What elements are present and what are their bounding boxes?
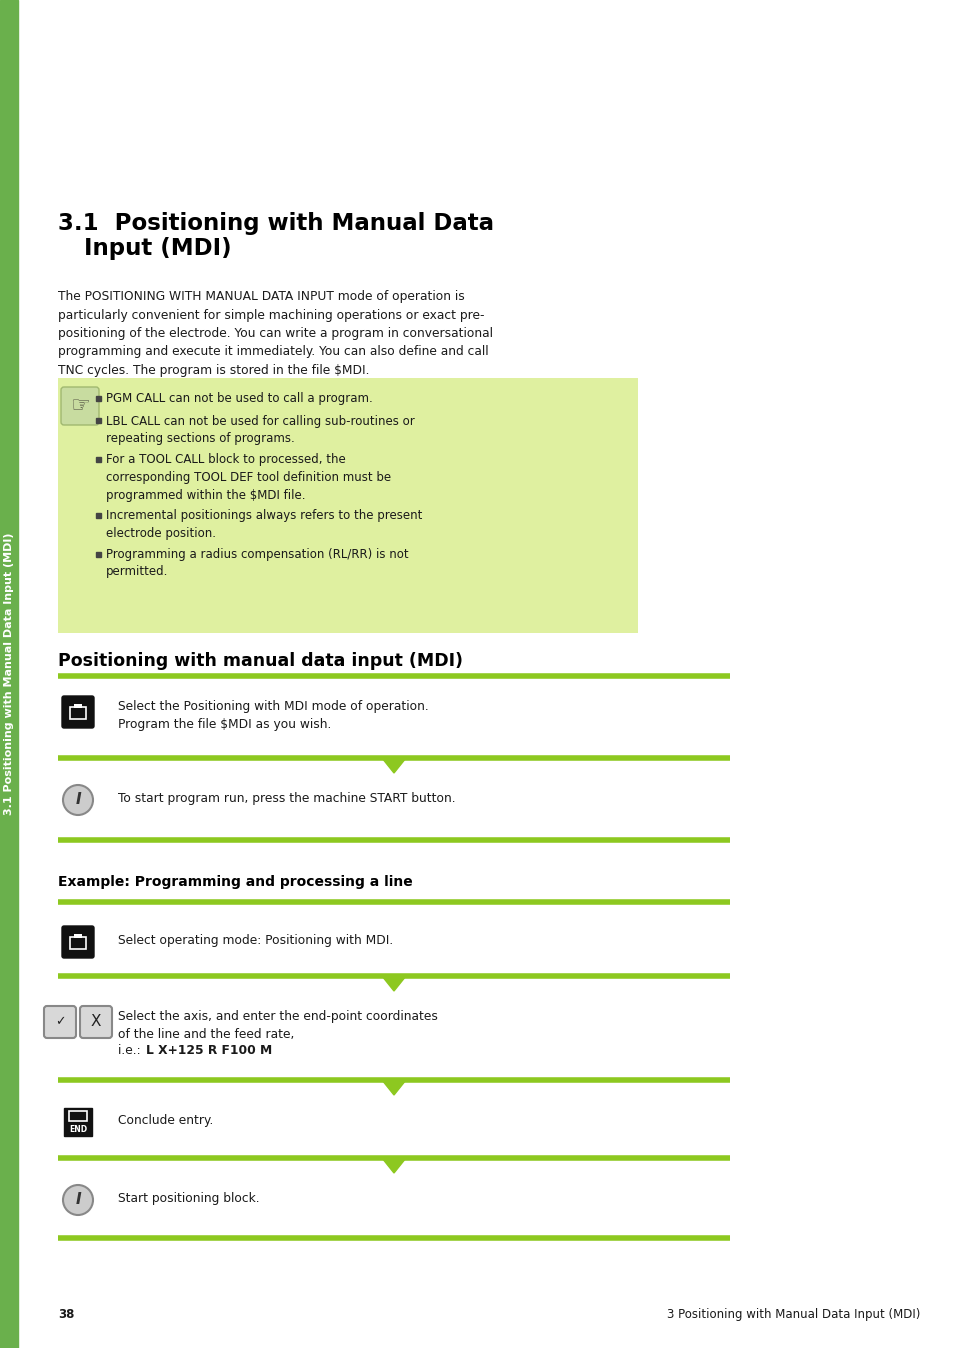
Bar (96, 395, 101, 400)
Text: Positioning with manual data input (MDI): Positioning with manual data input (MDI) (58, 652, 462, 670)
FancyBboxPatch shape (80, 1006, 112, 1038)
Text: 3 Positioning with Manual Data Input (MDI): 3 Positioning with Manual Data Input (MD… (666, 1308, 919, 1321)
FancyBboxPatch shape (62, 696, 94, 728)
FancyBboxPatch shape (62, 926, 94, 958)
Circle shape (63, 785, 92, 816)
Text: Start positioning block.: Start positioning block. (118, 1192, 259, 1205)
Text: I: I (75, 1193, 81, 1208)
Bar (70, 706, 86, 718)
Bar (58, 377, 638, 634)
Bar (69, 1111, 87, 1122)
FancyBboxPatch shape (44, 1006, 76, 1038)
Text: The POSITIONING WITH MANUAL DATA INPUT mode of operation is
particularly conveni: The POSITIONING WITH MANUAL DATA INPUT m… (58, 290, 493, 377)
Text: X: X (91, 1015, 101, 1030)
Text: I: I (75, 793, 81, 807)
Text: For a TOOL CALL block to processed, the
corresponding TOOL DEF tool definition m: For a TOOL CALL block to processed, the … (106, 453, 391, 501)
Bar (96, 512, 101, 518)
Bar (74, 704, 82, 708)
Text: i.e.:: i.e.: (118, 1043, 144, 1057)
Text: ☞: ☞ (70, 396, 90, 417)
Text: Select the axis, and enter the end-point coordinates
of the line and the feed ra: Select the axis, and enter the end-point… (118, 1010, 437, 1041)
Text: Select operating mode: Positioning with MDI.: Select operating mode: Positioning with … (118, 934, 393, 948)
Text: Programming a radius compensation (RL/RR) is not
permitted.: Programming a radius compensation (RL/RR… (106, 549, 408, 578)
Text: Example: Programming and processing a line: Example: Programming and processing a li… (58, 875, 413, 888)
Text: END: END (69, 1126, 87, 1135)
Text: Conclude entry.: Conclude entry. (118, 1113, 213, 1127)
Text: Input (MDI): Input (MDI) (84, 237, 232, 260)
Text: L X+125 R F100 M: L X+125 R F100 M (146, 1043, 272, 1057)
Text: Incremental positionings always refers to the present
electrode position.: Incremental positionings always refers t… (106, 510, 422, 539)
Text: 3.1 Positioning with Manual Data Input (MDI): 3.1 Positioning with Manual Data Input (… (4, 532, 14, 816)
Text: LBL CALL can not be used for calling sub-routines or
repeating sections of progr: LBL CALL can not be used for calling sub… (106, 414, 415, 445)
Polygon shape (381, 758, 406, 772)
Bar (96, 457, 101, 462)
Text: Select the Positioning with MDI mode of operation.
Program the file $MDI as you : Select the Positioning with MDI mode of … (118, 700, 428, 731)
Text: ✓: ✓ (54, 1015, 65, 1029)
Text: 38: 38 (58, 1308, 74, 1321)
Bar (74, 934, 82, 938)
Bar (96, 551, 101, 557)
Text: To start program run, press the machine START button.: To start program run, press the machine … (118, 793, 456, 805)
Text: 3.1  Positioning with Manual Data: 3.1 Positioning with Manual Data (58, 212, 494, 235)
Circle shape (63, 1185, 92, 1215)
Bar (70, 937, 86, 949)
Polygon shape (381, 976, 406, 991)
Polygon shape (381, 1080, 406, 1095)
Bar (96, 418, 101, 423)
FancyBboxPatch shape (61, 387, 99, 425)
Bar (64, 1108, 91, 1136)
Polygon shape (381, 1158, 406, 1173)
Bar (0, 0, 18, 1348)
Text: PGM CALL can not be used to call a program.: PGM CALL can not be used to call a progr… (106, 392, 373, 404)
